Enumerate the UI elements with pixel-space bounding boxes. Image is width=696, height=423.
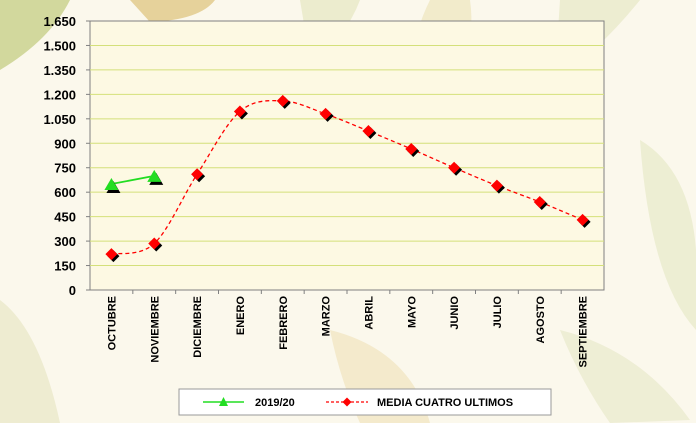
x-tick-label: DICIEMBRE [192,296,204,358]
y-tick-label: 300 [54,234,76,249]
y-tick-label: 450 [54,210,76,225]
leaf-decoration [560,330,690,423]
y-axis-ticks: 0 150 300 450 600 750 900 1.050 1.200 1.350 1.500 1… [43,14,90,298]
x-tick-label: MAYO [406,296,418,328]
y-tick-label: 1.350 [43,63,76,78]
legend-marker-media [342,397,352,407]
legend-marker-2019-20 [219,397,228,406]
y-tick-label: 600 [54,185,76,200]
leaf-decoration [640,140,696,330]
point-media [276,94,289,107]
point-media [490,179,503,192]
plot-area [89,20,605,291]
gridlines [90,44,604,267]
point-media [576,213,589,226]
x-tick-label: SEPTIEMBRE [578,296,590,368]
point-media [148,237,161,250]
point-media [533,195,546,208]
point-media [405,142,418,155]
leaf-decoration [0,300,60,423]
leaf-decoration [0,0,70,70]
point-media [191,168,204,181]
x-axis-ticks: OCTUBRE NOVIEMBRE DICIEMBRE ENERO FEBRERO MAR… [106,290,590,368]
x-tick-label: ENERO [235,296,247,336]
legend: 2019/20 MEDIA CUATRO ULTIMOS [178,388,552,416]
y-tick-label: 900 [54,136,76,151]
point-media [105,248,118,261]
x-tick-label: OCTUBRE [106,296,118,350]
point-media [448,161,461,174]
y-tick-label: 750 [54,161,76,176]
point-media [233,105,246,118]
x-tick-label: ABRIL [363,296,375,330]
x-tick-label: MARZO [321,296,333,337]
y-tick-label: 1.650 [43,14,76,29]
leaf-decoration [130,0,215,22]
series-line-media [111,99,583,255]
point-media [319,107,332,120]
series-line-2019-20 [111,174,155,185]
point-2019-20 [147,169,162,182]
x-tick-label: NOVIEMBRE [149,296,161,363]
y-tick-label: 150 [54,259,76,274]
y-tick-label: 1.050 [43,112,76,127]
y-tick-label: 1.200 [43,87,76,102]
x-tick-label: FEBRERO [278,296,290,350]
y-tick-label: 0 [69,283,76,298]
x-tick-label: JUNIO [449,296,461,330]
x-tick-label: JULIO [492,296,504,329]
point-2019-20 [104,178,119,191]
legend-label-2019-20: 2019/20 [255,397,295,409]
series [104,94,591,263]
point-media [362,125,375,138]
y-tick-label: 1.500 [43,38,76,53]
x-tick-label: AGOSTO [535,296,547,344]
legend-label-media: MEDIA CUATRO ULTIMOS [377,397,513,409]
